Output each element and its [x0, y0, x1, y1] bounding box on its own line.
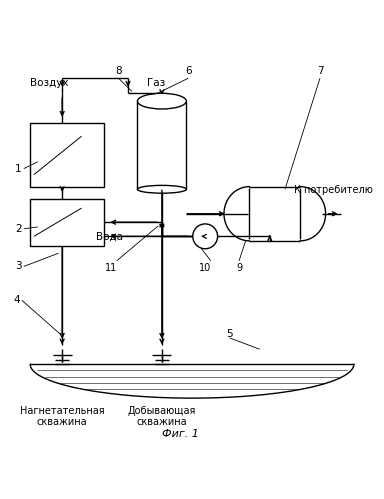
Text: 7: 7	[317, 66, 323, 76]
Bar	[137, 101, 186, 189]
Text: Фиг. 1: Фиг. 1	[162, 429, 199, 440]
Text: Нагнетательная
скважина: Нагнетательная скважина	[20, 406, 104, 427]
Text: 10: 10	[199, 262, 211, 272]
Text: Добывающая
скважина: Добывающая скважина	[128, 406, 196, 427]
Text: 5: 5	[226, 329, 233, 339]
Text: 11: 11	[105, 262, 117, 272]
Text: 6: 6	[185, 66, 192, 76]
Text: Вода: Вода	[96, 232, 123, 242]
Text: 2: 2	[15, 224, 22, 234]
Text: 1: 1	[15, 164, 22, 174]
Bar	[30, 123, 104, 188]
Circle shape	[193, 224, 218, 249]
Text: 9: 9	[236, 262, 242, 272]
Text: 3: 3	[15, 261, 22, 271]
Text: Газ: Газ	[147, 78, 165, 88]
Text: Воздух: Воздух	[30, 78, 69, 88]
Ellipse shape	[137, 93, 186, 109]
Text: 4: 4	[13, 295, 20, 305]
Ellipse shape	[137, 185, 186, 193]
Text: К потребителю: К потребителю	[294, 185, 372, 195]
Bar	[30, 199, 104, 246]
Text: 8: 8	[115, 66, 122, 76]
